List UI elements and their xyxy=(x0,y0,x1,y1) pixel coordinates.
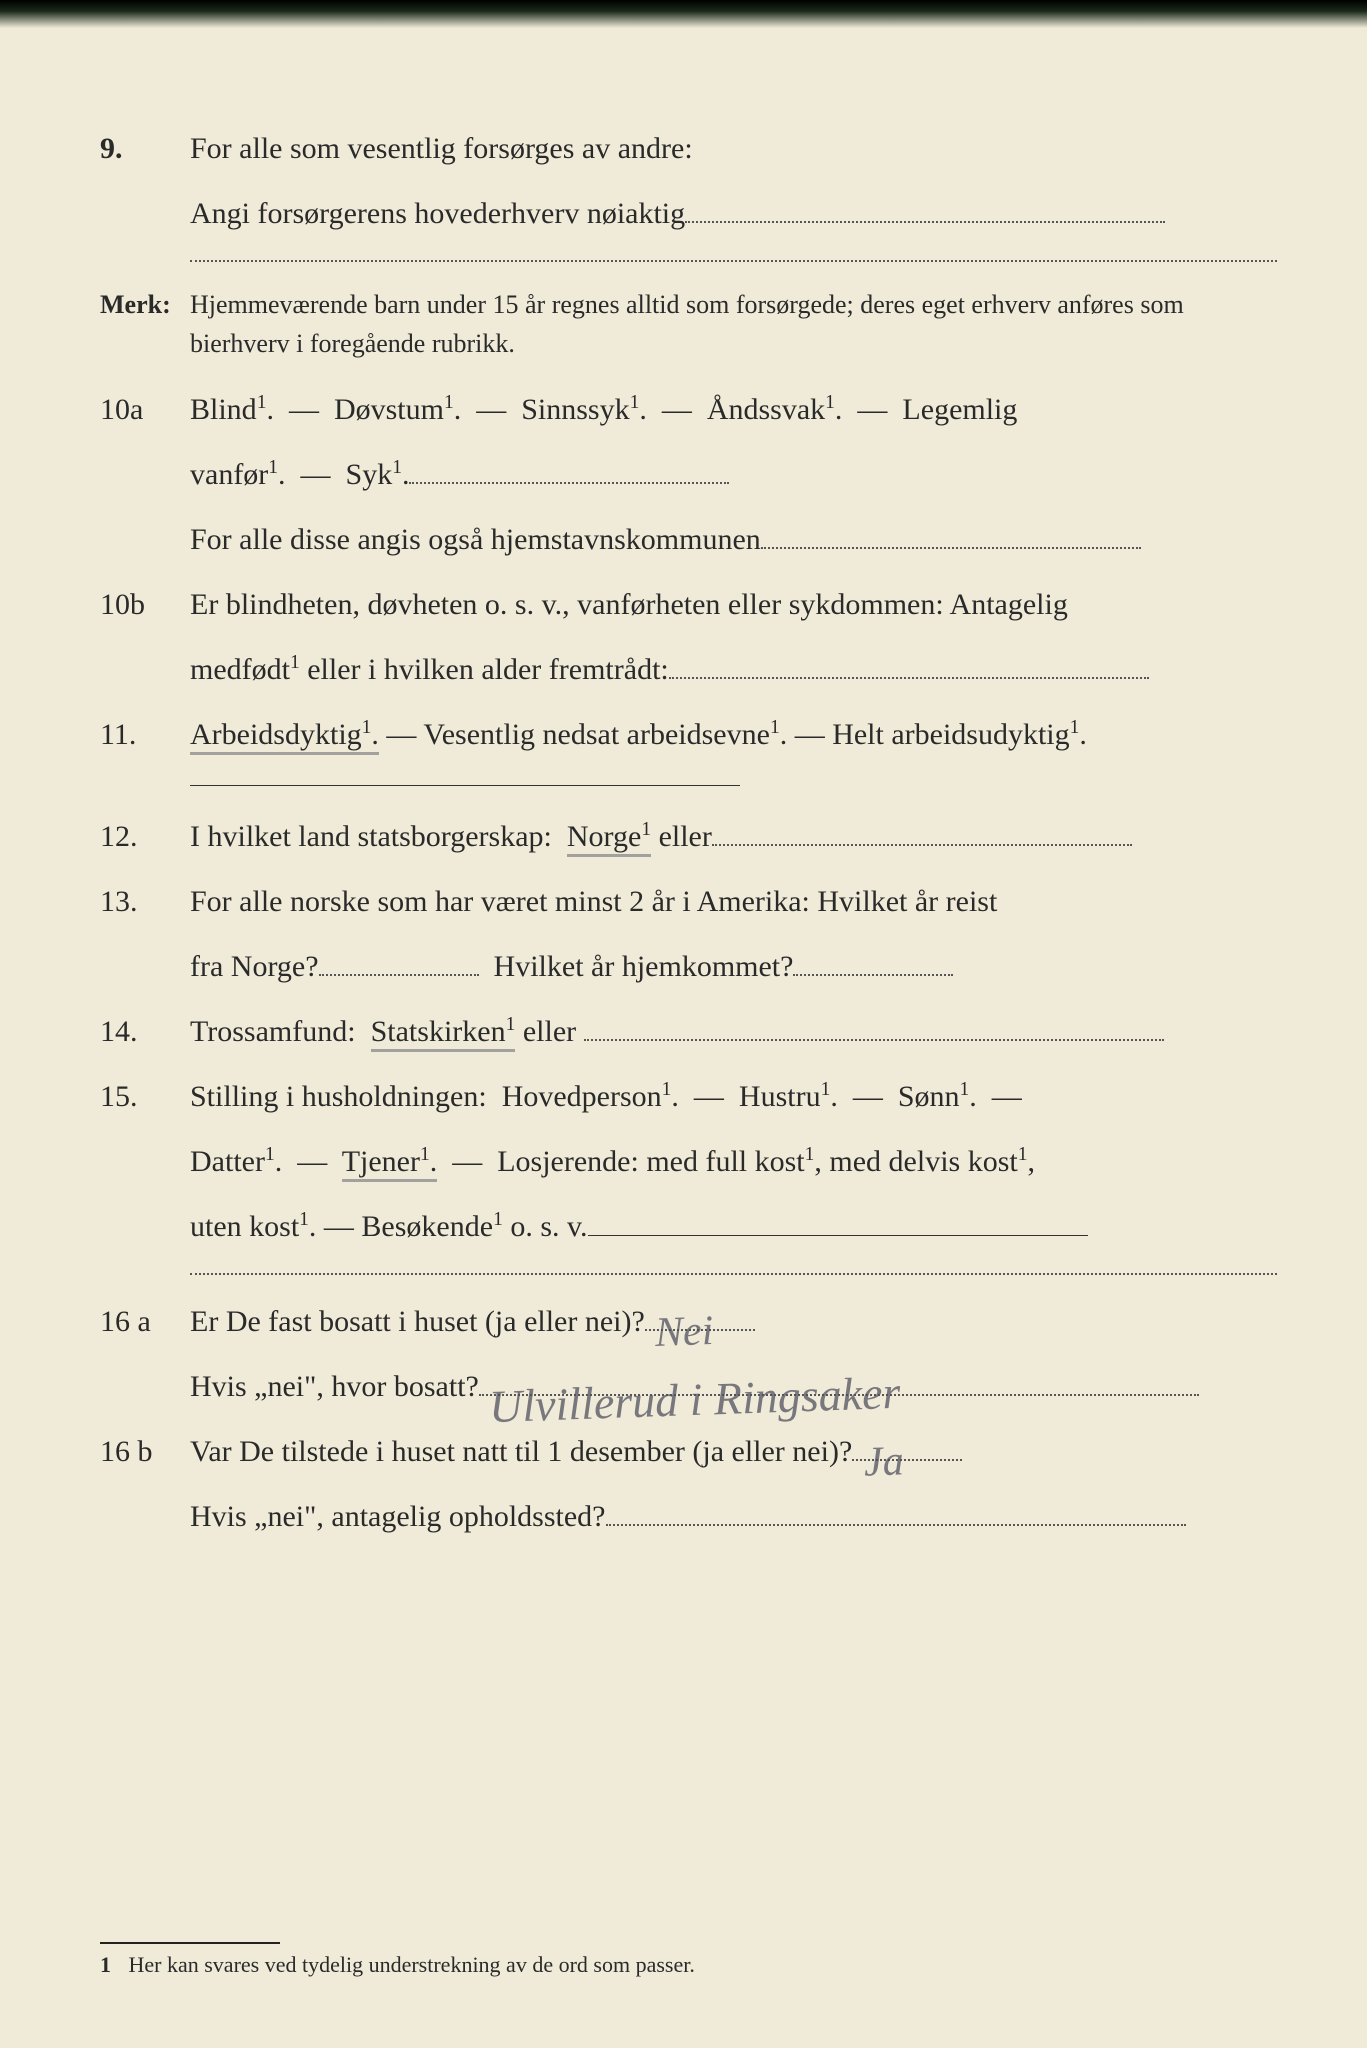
fill-line xyxy=(761,547,1141,549)
question-10b-line2: medfødt1 eller i hvilken alder fremtrådt… xyxy=(100,641,1277,698)
question-14: 14. Trossamfund: Statskirken1 eller xyxy=(100,1003,1277,1060)
fill-line xyxy=(584,1039,1164,1041)
fill-line xyxy=(409,482,729,484)
q11-number: 11. xyxy=(100,706,190,763)
question-15-line2: Datter1. — Tjener1. — Losjerende: med fu… xyxy=(100,1133,1277,1190)
q10b-number: 10b xyxy=(100,576,190,633)
q12-number: 12. xyxy=(100,808,190,865)
q10b-alder: eller i hvilken alder fremtrådt: xyxy=(300,653,669,686)
opt-udyktig: Helt arbeidsudyktig xyxy=(832,718,1069,751)
q16a-q1: Er De fast bosatt i huset (ja eller nei)… xyxy=(190,1305,645,1338)
footnote: 1 Her kan svares ved tydelig understrekn… xyxy=(100,1942,695,1978)
opt-legemlig: Legemlig xyxy=(902,393,1017,426)
opt-hovedperson: Hovedperson xyxy=(502,1080,662,1113)
fill-line xyxy=(712,844,1132,846)
question-16a-line2: Hvis „nei", hvor bosatt?Ulvillerud i Rin… xyxy=(100,1358,1277,1415)
question-16a: 16 a Er De fast bosatt i huset (ja eller… xyxy=(100,1293,1277,1350)
merk-label: Merk: xyxy=(100,280,190,329)
opt-delvis: , med delvis kost xyxy=(814,1145,1017,1178)
question-10a: 10a Blind1. — Døvstum1. — Sinnssyk1. — Å… xyxy=(100,381,1277,438)
q15-number: 15. xyxy=(100,1068,190,1125)
q13-fra: fra Norge? xyxy=(190,950,319,983)
opt-vanfor: vanfør xyxy=(190,458,268,491)
question-11: 11. Arbeidsdyktig1. — Vesentlig nedsat a… xyxy=(100,706,1277,763)
opt-tjener-selected: Tjener1. xyxy=(342,1145,438,1182)
divider-solid xyxy=(190,785,740,786)
opt-blind: Blind xyxy=(190,393,257,426)
q9-line1: For alle som vesentlig forsørges av andr… xyxy=(190,120,1277,177)
fill-line xyxy=(588,1235,1088,1236)
q13-line1: For alle norske som har været minst 2 år… xyxy=(190,873,1277,930)
q16a-q2: Hvis „nei", hvor bosatt? xyxy=(190,1370,479,1403)
question-12: 12. I hvilket land statsborgerskap: Norg… xyxy=(100,808,1277,865)
q10a-hjemstavn: For alle disse angis også hjemstavnskomm… xyxy=(190,523,761,556)
opt-andssvak: Åndssvak xyxy=(707,393,825,426)
question-9: 9. For alle som vesentlig forsørges av a… xyxy=(100,120,1277,177)
census-form-page: 9. For alle som vesentlig forsørges av a… xyxy=(0,0,1367,2048)
q10a-number: 10a xyxy=(100,381,190,438)
q15-osv: o. s. v. xyxy=(503,1210,588,1243)
opt-uten: uten kost xyxy=(190,1210,299,1243)
opt-statskirken-selected: Statskirken1 xyxy=(371,1015,516,1052)
fill-line: Ja xyxy=(852,1459,962,1461)
q16b-number: 16 b xyxy=(100,1423,190,1480)
opt-syk: Syk xyxy=(346,458,393,491)
q15-lead: Stilling i husholdningen: xyxy=(190,1080,487,1113)
q16a-number: 16 a xyxy=(100,1293,190,1350)
fill-line xyxy=(685,221,1165,223)
opt-losjerende-full: Losjerende: med full kost xyxy=(497,1145,804,1178)
question-10b: 10b Er blindheten, døvheten o. s. v., va… xyxy=(100,576,1277,633)
divider xyxy=(190,260,1277,262)
q10b-medfodt: medfødt xyxy=(190,653,290,686)
q14-number: 14. xyxy=(100,1003,190,1060)
q9-line2-text: Angi forsørgerens hovederhverv nøiaktig xyxy=(190,197,685,230)
question-10a-line2: vanfør1. — Syk1. xyxy=(100,446,1277,503)
divider xyxy=(190,1273,1277,1275)
q14-text: Trossamfund: xyxy=(190,1015,356,1048)
fill-line xyxy=(319,974,479,976)
merk-note: Merk: Hjemmeværende barn under 15 år reg… xyxy=(100,280,1277,363)
footnote-text: Her kan svares ved tydelig understreknin… xyxy=(129,1952,695,1977)
footnote-marker: 1 xyxy=(100,1952,111,1977)
opt-datter: Datter xyxy=(190,1145,265,1178)
question-15: 15. Stilling i husholdningen: Hovedperso… xyxy=(100,1068,1277,1125)
question-10a-line3: For alle disse angis også hjemstavnskomm… xyxy=(100,511,1277,568)
fill-line: Nei xyxy=(645,1329,755,1331)
q14-eller: eller xyxy=(515,1015,576,1048)
question-13: 13. For alle norske som har været minst … xyxy=(100,873,1277,930)
footnote-rule xyxy=(100,1942,280,1944)
q13-number: 13. xyxy=(100,873,190,930)
fill-line xyxy=(669,677,1149,679)
opt-arbeidsdyktig-selected: Arbeidsdyktig1. xyxy=(190,718,379,755)
question-16b-line2: Hvis „nei", antagelig opholdssted? xyxy=(100,1488,1277,1545)
opt-besokende: Besøkende xyxy=(361,1210,493,1243)
q12-text: I hvilket land statsborgerskap: xyxy=(190,820,552,853)
opt-dovstum: Døvstum xyxy=(334,393,444,426)
q13-hjem: Hvilket år hjemkommet? xyxy=(494,950,794,983)
fill-line xyxy=(793,974,953,976)
q10b-line1: Er blindheten, døvheten o. s. v., vanfør… xyxy=(190,576,1277,633)
opt-sinnssyk: Sinnssyk xyxy=(521,393,629,426)
opt-sonn: Sønn xyxy=(898,1080,960,1113)
opt-nedsat: Vesentlig nedsat arbeidsevne xyxy=(423,718,770,751)
q9-number: 9. xyxy=(100,120,190,177)
merk-text: Hjemmeværende barn under 15 år regnes al… xyxy=(190,285,1277,363)
question-13-line2: fra Norge? Hvilket år hjemkommet? xyxy=(100,938,1277,995)
scan-artifact-top xyxy=(0,0,1367,28)
fill-line: Ulvillerud i Ringsaker xyxy=(479,1394,1199,1396)
fill-line xyxy=(606,1524,1186,1526)
handwritten-answer-ja: Ja xyxy=(863,1422,905,1503)
q16b-q2: Hvis „nei", antagelig opholdssted? xyxy=(190,1500,606,1533)
opt-hustru: Hustru xyxy=(739,1080,821,1113)
q12-eller: eller xyxy=(651,820,712,853)
handwritten-answer-bosatt: Ulvillerud i Ringsaker xyxy=(487,1349,901,1451)
question-9-line2: Angi forsørgerens hovederhverv nøiaktig xyxy=(100,185,1277,242)
question-15-line3: uten kost1. — Besøkende1 o. s. v. xyxy=(100,1198,1277,1255)
opt-norge-selected: Norge1 xyxy=(567,820,651,857)
